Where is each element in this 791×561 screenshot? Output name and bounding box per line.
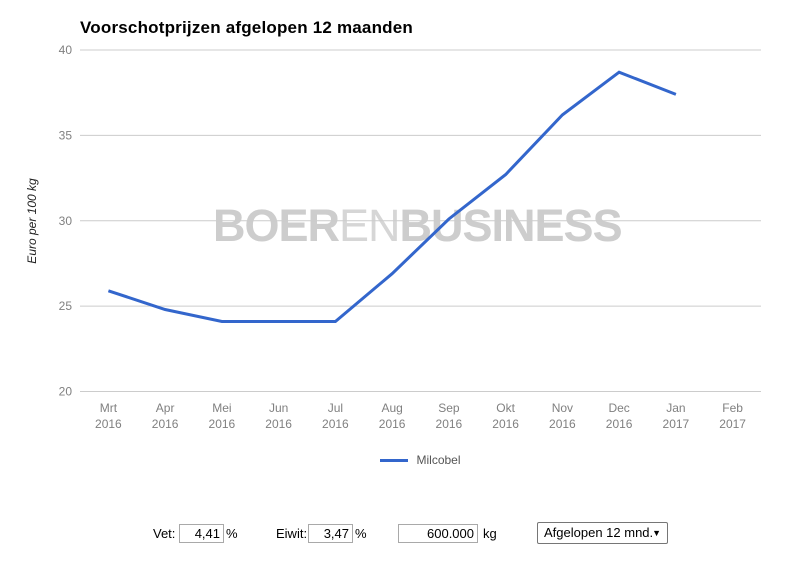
x-tick-year: 2016 bbox=[549, 417, 576, 431]
x-tick-month: Jul bbox=[328, 401, 343, 415]
y-tick-label: 25 bbox=[59, 299, 73, 313]
watermark-part-business: BUSINESS bbox=[399, 200, 623, 251]
x-tick-month: Jan bbox=[666, 401, 685, 415]
y-tick-label: 40 bbox=[59, 43, 73, 57]
y-tick-label: 20 bbox=[59, 385, 73, 399]
x-tick-month: Mrt bbox=[100, 401, 118, 415]
vet-label: Vet: bbox=[153, 526, 176, 541]
watermark-boerenbusiness: BOERENBUSINESS bbox=[213, 200, 623, 251]
x-tick-month: Aug bbox=[381, 401, 402, 415]
x-tick-year: 2016 bbox=[152, 417, 179, 431]
price-chart: 20 25 30 35 40 Euro per 100 kg Mrt 2016 Apr 2016 M… bbox=[25, 43, 761, 431]
x-tick-month: Okt bbox=[496, 401, 515, 415]
vet-input[interactable] bbox=[179, 524, 224, 543]
page-title: Voorschotprijzen afgelopen 12 maanden bbox=[80, 18, 413, 37]
eiwit-label: Eiwit: bbox=[276, 526, 308, 541]
x-tick-month: Dec bbox=[608, 401, 629, 415]
x-tick-month: Jun bbox=[269, 401, 288, 415]
x-tick-year: 2016 bbox=[322, 417, 349, 431]
x-tick-year: 2016 bbox=[492, 417, 519, 431]
milcobel-series-line[interactable] bbox=[107, 70, 677, 323]
x-tick-year: 2016 bbox=[606, 417, 633, 431]
x-tick-month: Apr bbox=[156, 401, 175, 415]
x-tick-year: 2016 bbox=[265, 417, 292, 431]
x-tick-year: 2016 bbox=[95, 417, 122, 431]
x-tick-year: 2016 bbox=[436, 417, 463, 431]
x-tick-month: Mei bbox=[212, 401, 231, 415]
watermark-part-boer: BOER bbox=[213, 200, 340, 251]
volume-unit-label: kg bbox=[483, 526, 497, 541]
eiwit-unit-label: % bbox=[355, 526, 367, 541]
x-tick-year: 2016 bbox=[379, 417, 406, 431]
x-tick-month: Sep bbox=[438, 401, 460, 415]
period-select[interactable]: Afgelopen 12 mnd. ▼ bbox=[537, 522, 668, 544]
y-axis-title: Euro per 100 kg bbox=[25, 178, 39, 264]
period-selected-value: Afgelopen 12 mnd. bbox=[544, 525, 654, 540]
y-tick-label: 30 bbox=[59, 214, 73, 228]
x-tick-year: 2017 bbox=[663, 417, 690, 431]
x-tick-month: Feb bbox=[722, 401, 743, 415]
legend-line-swatch bbox=[380, 458, 409, 462]
vet-unit-label: % bbox=[226, 526, 238, 541]
legend-series-label: Milcobel bbox=[416, 453, 461, 467]
x-tick-year: 2016 bbox=[209, 417, 236, 431]
watermark-part-en: EN bbox=[339, 200, 401, 251]
eiwit-input[interactable] bbox=[308, 524, 353, 543]
chevron-down-icon: ▼ bbox=[652, 528, 661, 538]
x-tick-year: 2017 bbox=[719, 417, 746, 431]
x-tick-month: Nov bbox=[552, 401, 573, 415]
y-tick-label: 35 bbox=[59, 128, 73, 142]
volume-input[interactable] bbox=[398, 524, 478, 543]
chart-legend: Milcobel bbox=[80, 452, 761, 468]
